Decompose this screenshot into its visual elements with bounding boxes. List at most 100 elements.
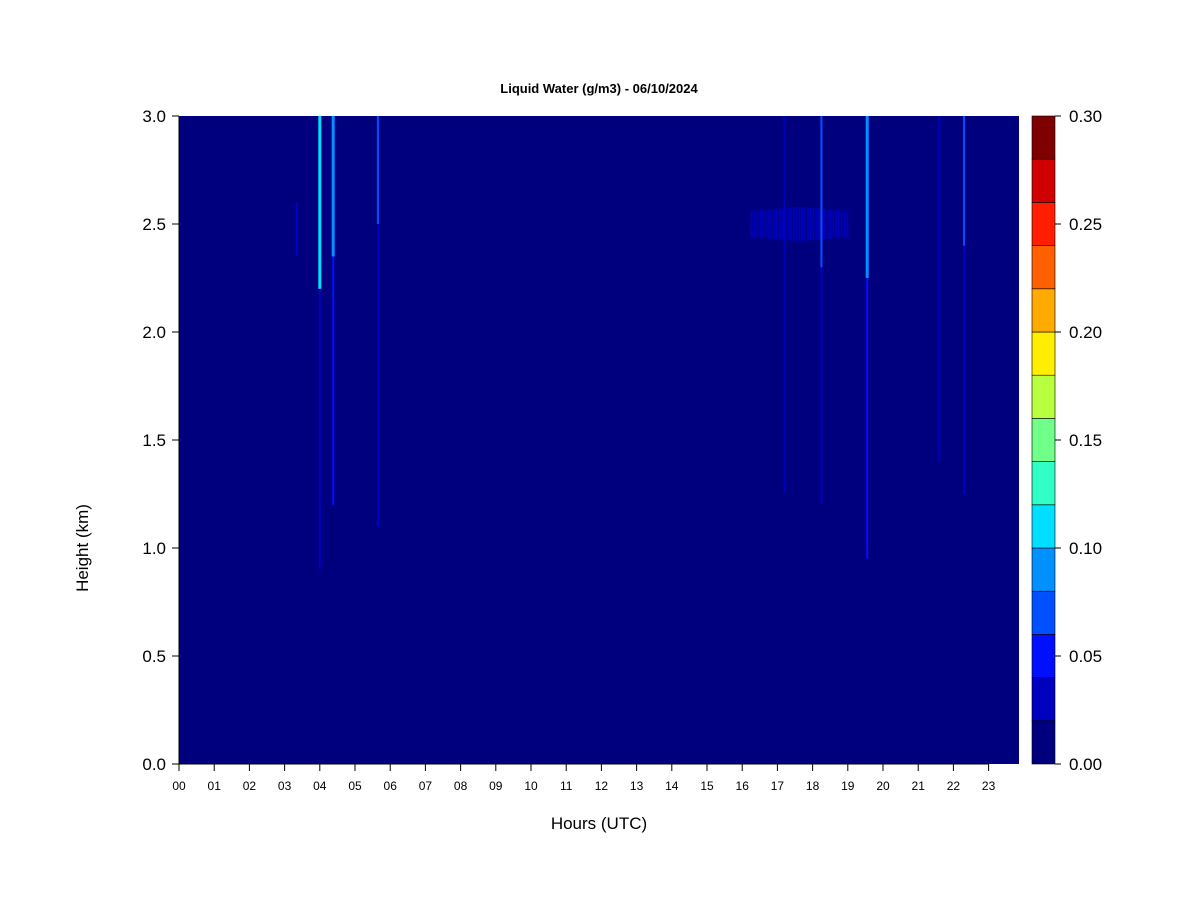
x-tick-label: 11 bbox=[560, 779, 573, 793]
cloud-layer-cell bbox=[736, 212, 739, 236]
cloud-layer-cell bbox=[826, 209, 829, 239]
cloud-layer-cell bbox=[871, 213, 874, 235]
liquid-water-streak bbox=[783, 116, 786, 494]
cloud-layer-cell bbox=[837, 210, 840, 238]
x-tick-label: 23 bbox=[982, 779, 996, 793]
colorbar-swatch bbox=[1031, 634, 1056, 678]
cloud-layer-cell bbox=[792, 207, 795, 241]
colorbar-swatch bbox=[1031, 677, 1056, 722]
colorbar-swatch bbox=[1031, 720, 1056, 765]
cloud-layer-cell bbox=[874, 213, 877, 235]
colorbar-swatch bbox=[1031, 245, 1056, 290]
x-tick-label: 16 bbox=[736, 779, 750, 793]
x-tick-label: 08 bbox=[454, 779, 468, 793]
cloud-layer-cell bbox=[759, 210, 762, 238]
cloud-layer-cell bbox=[761, 209, 764, 238]
cloud-layer-cell bbox=[843, 210, 846, 238]
y-tick-label: 3.0 bbox=[142, 107, 166, 126]
colorbar-tick-label: 0.30 bbox=[1069, 107, 1102, 126]
liquid-water-streak bbox=[820, 116, 823, 268]
heatmap-plot-area bbox=[179, 116, 1019, 764]
x-tick-label: 22 bbox=[947, 779, 961, 793]
colorbar-swatch bbox=[1031, 115, 1056, 160]
cloud-layer-cell bbox=[880, 213, 883, 235]
colorbar-swatch bbox=[1031, 461, 1056, 506]
liquid-water-streak bbox=[865, 116, 869, 278]
x-tick-label: 09 bbox=[489, 779, 503, 793]
cloud-layer-cell bbox=[776, 208, 778, 240]
cloud-layer-cell bbox=[857, 211, 860, 237]
y-axis-label: Height (km) bbox=[73, 504, 92, 592]
cloud-layer-cell bbox=[883, 214, 885, 234]
x-tick-label: 17 bbox=[771, 779, 785, 793]
x-tick-label: 07 bbox=[419, 779, 433, 793]
liquid-water-streak bbox=[963, 116, 965, 246]
y-axis: 0.0 0.5 1.0 1.5 2.0 2.5 3.0 bbox=[142, 107, 180, 774]
x-tick-label: 01 bbox=[208, 779, 222, 793]
cloud-layer-cell bbox=[823, 208, 826, 239]
cloud-layer-cell bbox=[719, 213, 722, 235]
cloud-layer-cell bbox=[770, 209, 773, 239]
cloud-layer-cell bbox=[716, 213, 719, 235]
cloud-layer-cell bbox=[742, 211, 745, 237]
heatmap-features bbox=[295, 116, 965, 570]
colorbar-swatch bbox=[1031, 158, 1056, 203]
cloud-layer-cell bbox=[809, 207, 812, 241]
liquid-water-streak bbox=[820, 116, 823, 505]
x-axis-label: Hours (UTC) bbox=[551, 814, 647, 833]
liquid-water-streak bbox=[963, 116, 965, 494]
cloud-layer-cell bbox=[790, 207, 793, 241]
cloud-layer-cell bbox=[753, 210, 756, 238]
colorbar-swatch bbox=[1031, 418, 1056, 462]
chart-title: Liquid Water (g/m3) - 06/10/2024 bbox=[500, 81, 698, 96]
cloud-layer-cell bbox=[778, 208, 781, 240]
colorbar-swatch bbox=[1031, 331, 1056, 376]
liquid-water-streak bbox=[866, 116, 869, 559]
liquid-water-streak bbox=[331, 116, 335, 257]
cloud-layer-cell bbox=[868, 212, 871, 236]
cloud-layer-cell bbox=[750, 210, 753, 238]
cloud-layer-cell bbox=[700, 215, 702, 233]
cloud-layer-cell bbox=[815, 208, 818, 240]
x-tick-label: 06 bbox=[384, 779, 398, 793]
x-tick-label: 04 bbox=[313, 779, 327, 793]
cloud-layer-cell bbox=[894, 215, 897, 233]
cloud-layer-cell bbox=[739, 211, 742, 237]
colorbar-tick-label: 0.20 bbox=[1069, 323, 1102, 342]
cloud-layer-cell bbox=[849, 211, 852, 237]
cloud-layer-cell bbox=[711, 214, 714, 234]
cloud-layer-cell bbox=[854, 211, 857, 237]
cloud-layer-cell bbox=[812, 208, 815, 241]
cloud-layer-cell bbox=[725, 213, 728, 235]
cloud-layer-cell bbox=[787, 207, 790, 241]
colorbar-swatch bbox=[1031, 504, 1056, 549]
cloud-layer-cell bbox=[733, 212, 736, 236]
colorbar-swatch bbox=[1031, 590, 1056, 635]
cloud-layer-cell bbox=[781, 208, 784, 240]
y-tick-label: 2.5 bbox=[142, 215, 166, 234]
x-axis: 00 01 02 03 04 05 06 07 08 09 10 11 12 13 14 15 16 17 18 19… bbox=[172, 763, 996, 793]
cloud-layer-cell bbox=[860, 212, 863, 236]
x-tick-label: 21 bbox=[912, 779, 926, 793]
cloud-layer-cell bbox=[863, 212, 866, 236]
y-tick-label: 1.5 bbox=[142, 431, 166, 450]
liquid-water-streak bbox=[318, 116, 321, 570]
x-tick-label: 03 bbox=[278, 779, 292, 793]
x-tick-label: 14 bbox=[665, 779, 679, 793]
cloud-layer-cell bbox=[807, 207, 809, 241]
liquid-water-streak bbox=[376, 116, 379, 527]
cloud-layer-cell bbox=[891, 214, 894, 234]
x-tick-label: 19 bbox=[841, 779, 855, 793]
colorbar: 0.00 0.05 0.10 0.15 0.20 0.25 0.30 bbox=[1031, 107, 1102, 774]
cloud-layer-cell bbox=[795, 207, 798, 242]
colorbar-tick-label: 0.10 bbox=[1069, 539, 1102, 558]
x-tick-label: 02 bbox=[243, 779, 257, 793]
liquid-water-streak bbox=[318, 116, 322, 289]
cloud-layer-cell bbox=[897, 215, 900, 233]
cloud-layer-cell bbox=[852, 211, 854, 237]
colorbar-tick-label: 0.25 bbox=[1069, 215, 1102, 234]
cloud-layer-cell bbox=[818, 208, 821, 240]
cloud-layer-cell bbox=[835, 209, 838, 238]
cloud-layer-cell bbox=[798, 206, 801, 242]
y-tick-label: 0.0 bbox=[142, 755, 166, 774]
